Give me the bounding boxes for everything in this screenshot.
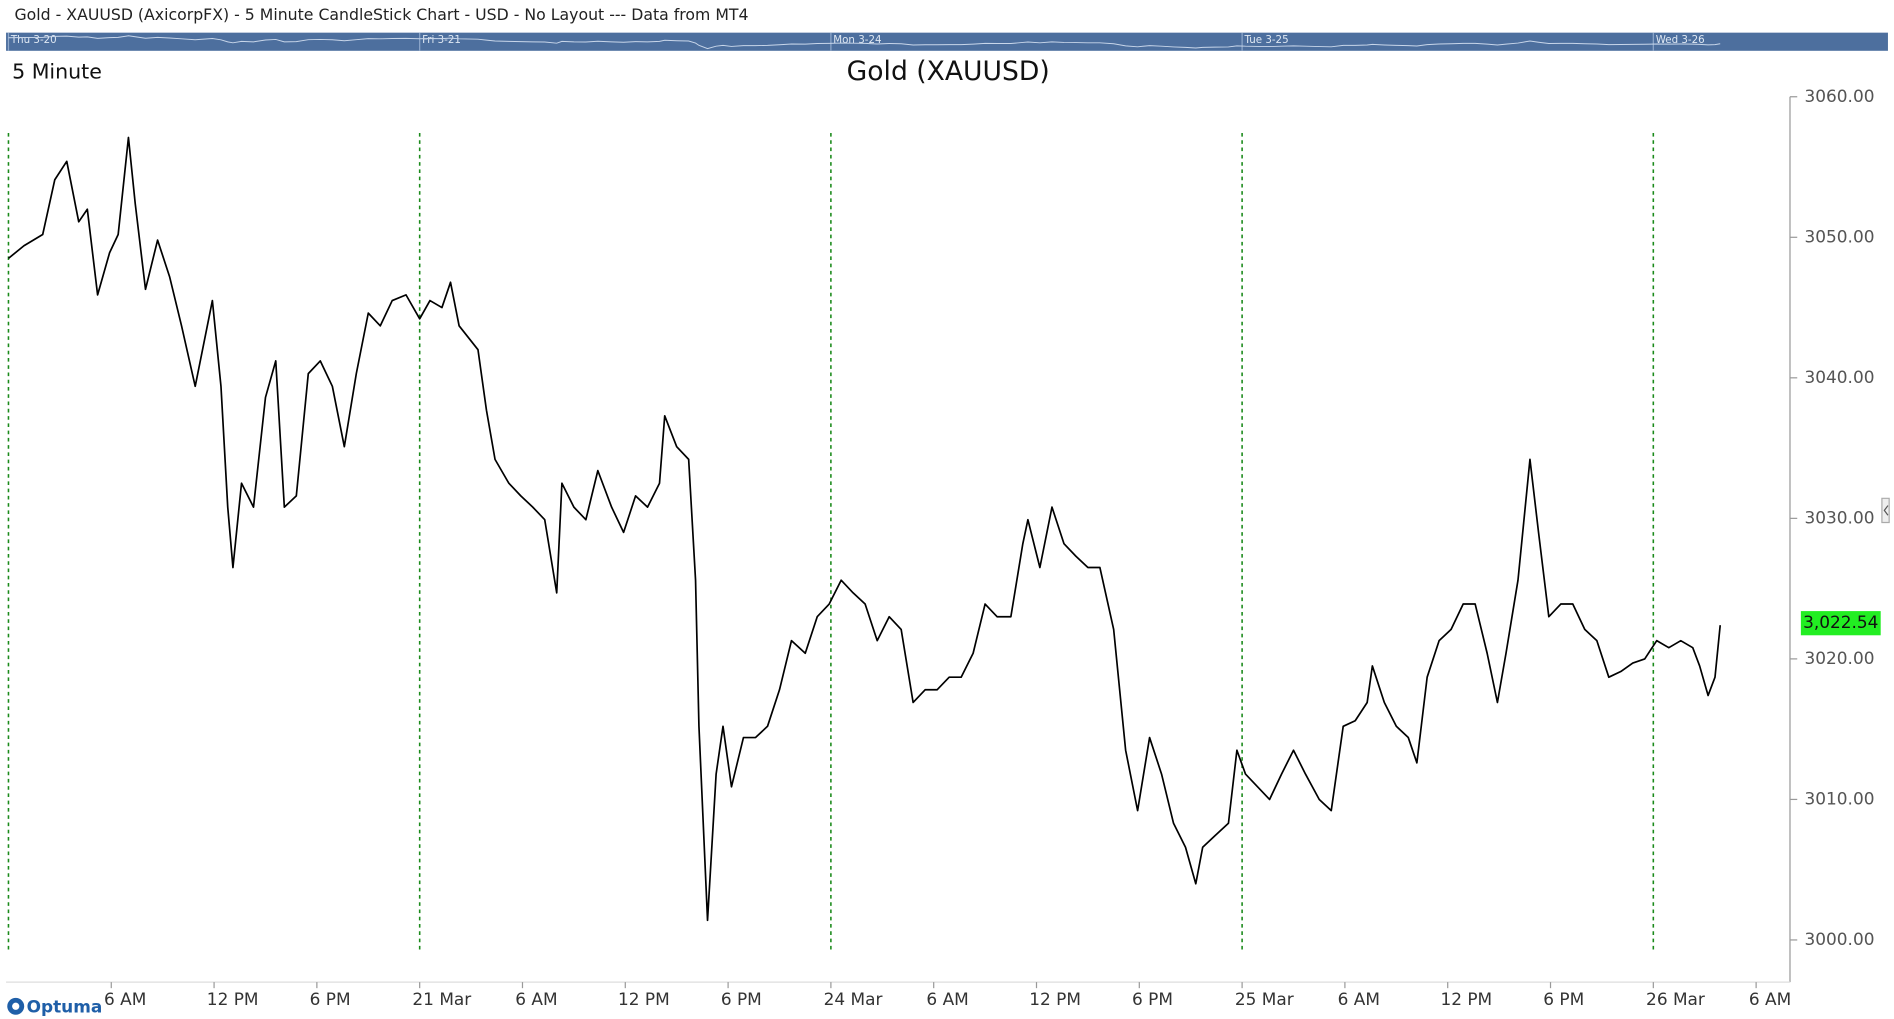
x-tick-label: 25 Mar	[1235, 989, 1294, 1009]
x-tick-label: 6 PM	[721, 989, 762, 1009]
navigator-line	[8, 35, 1721, 50]
last-price-label: 3,022.54	[1803, 612, 1878, 632]
x-tick-label: 21 Mar	[412, 989, 471, 1009]
x-tick-label: 6 AM	[926, 989, 968, 1009]
y-tick-label: 3040.00	[1805, 367, 1875, 387]
price-line	[7, 136, 1722, 922]
x-tick-label: 12 PM	[207, 989, 259, 1009]
x-tick-label: 12 PM	[1440, 989, 1492, 1009]
y-tick-label: 3020.00	[1805, 648, 1875, 668]
last-price-box	[1800, 611, 1881, 636]
navigator-label: Thu 3-20	[10, 34, 57, 46]
y-tick-label: 3010.00	[1805, 788, 1875, 808]
x-tick-label: 6 AM	[104, 989, 146, 1009]
x-tick-label: 6 AM	[515, 989, 557, 1009]
y-tick-label: 3000.00	[1805, 929, 1875, 949]
chart-title: Gold (XAUUSD)	[847, 56, 1050, 87]
x-tick-label: 24 Mar	[824, 989, 883, 1009]
y-tick-label: 3050.00	[1805, 226, 1875, 246]
timeframe-label: 5 Minute	[12, 60, 102, 84]
y-tick-label: 3030.00	[1805, 507, 1875, 527]
window-title: Gold - XAUUSD (AxicorpFX) - 5 Minute Can…	[15, 5, 749, 24]
side-panel-toggle[interactable]	[1881, 497, 1890, 524]
y-tick-label: 3060.00	[1805, 86, 1875, 106]
x-tick-label: 6 AM	[1338, 989, 1380, 1009]
x-tick-label: 12 PM	[618, 989, 670, 1009]
x-tick-label: 6 PM	[1543, 989, 1584, 1009]
x-tick-label: 6 PM	[310, 989, 351, 1009]
logo-icon-hole	[12, 1002, 20, 1010]
navigator-label: Wed 3-26	[1656, 34, 1705, 46]
navigator-label: Tue 3-25	[1244, 34, 1289, 46]
x-tick-label: 6 PM	[1132, 989, 1173, 1009]
x-tick-label: 12 PM	[1029, 989, 1081, 1009]
x-tick-label: 26 Mar	[1646, 989, 1705, 1009]
side-panel-arrow	[1883, 505, 1889, 516]
logo-text: Optuma	[27, 997, 103, 1017]
navigator-label: Fri 3-21	[422, 34, 461, 46]
x-tick-label: 6 AM	[1749, 989, 1791, 1009]
